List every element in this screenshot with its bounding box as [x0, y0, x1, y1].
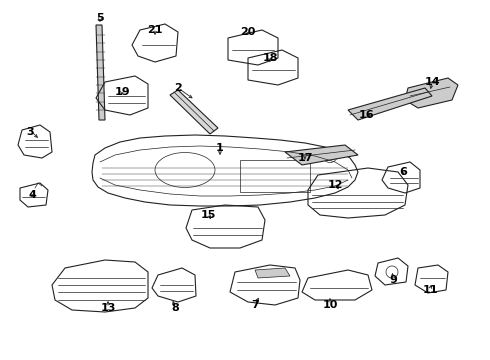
Text: 3: 3 — [26, 127, 34, 137]
Text: 1: 1 — [216, 143, 224, 153]
Text: 4: 4 — [28, 190, 36, 200]
Text: 6: 6 — [399, 167, 407, 177]
Polygon shape — [348, 88, 432, 120]
Text: 8: 8 — [171, 303, 179, 313]
Text: 18: 18 — [262, 53, 278, 63]
Text: 5: 5 — [96, 13, 104, 23]
Text: 9: 9 — [389, 275, 397, 285]
Text: 12: 12 — [327, 180, 343, 190]
Text: 19: 19 — [114, 87, 130, 97]
Polygon shape — [405, 78, 458, 108]
Text: 15: 15 — [200, 210, 216, 220]
Text: 10: 10 — [322, 300, 338, 310]
Polygon shape — [170, 90, 218, 134]
Text: 13: 13 — [100, 303, 116, 313]
Text: 21: 21 — [147, 25, 163, 35]
Text: 11: 11 — [422, 285, 438, 295]
Text: 14: 14 — [424, 77, 440, 87]
Polygon shape — [255, 268, 290, 278]
Polygon shape — [285, 145, 358, 165]
Text: 2: 2 — [174, 83, 182, 93]
Text: 17: 17 — [297, 153, 313, 163]
Text: 20: 20 — [240, 27, 256, 37]
Text: 16: 16 — [359, 110, 375, 120]
Polygon shape — [96, 25, 105, 120]
Text: 7: 7 — [251, 300, 259, 310]
